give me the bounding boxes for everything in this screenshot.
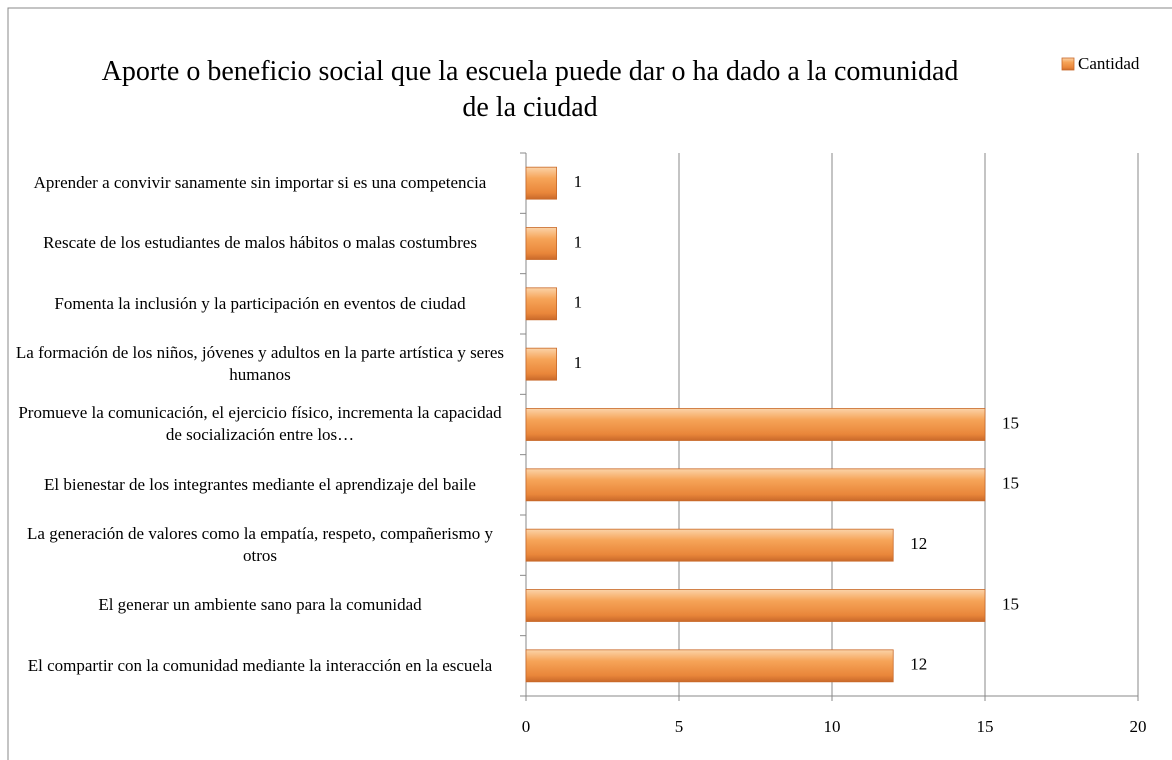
x-tick-label: 20 bbox=[1130, 717, 1147, 736]
value-label: 12 bbox=[910, 655, 927, 674]
value-label: 15 bbox=[1002, 474, 1019, 493]
legend-swatch bbox=[1061, 57, 1075, 71]
value-label: 1 bbox=[574, 172, 583, 191]
bar bbox=[525, 589, 986, 622]
y-tick-label: Aprender a convivir sanamente sin import… bbox=[33, 173, 487, 193]
value-label: 1 bbox=[574, 232, 583, 251]
x-tick-label: 5 bbox=[675, 717, 684, 736]
y-tick-label: Promueve la comunicación, el ejercicio f… bbox=[18, 403, 502, 445]
y-tick-label: El generar un ambiente sano para la comu… bbox=[98, 595, 422, 615]
y-tick-label: La formación de los niños, jóvenes y adu… bbox=[15, 343, 505, 385]
y-tick-label: Rescate de los estudiantes de malos hábi… bbox=[43, 233, 477, 253]
bar bbox=[525, 468, 986, 502]
y-tick-label: La generación de valores como la empatía… bbox=[27, 524, 493, 566]
chart-border bbox=[7, 7, 1172, 760]
y-tick-label: El bienestar de los integrantes mediante… bbox=[44, 474, 476, 494]
bar bbox=[525, 166, 558, 200]
value-label: 12 bbox=[910, 534, 927, 553]
y-tick-label: Fomenta la inclusión y la participación … bbox=[54, 293, 466, 313]
legend-label: Cantidad bbox=[1078, 54, 1140, 73]
bar bbox=[525, 347, 558, 381]
chart-title: Aporte o beneficio social que la escuela… bbox=[101, 56, 959, 123]
value-label: 15 bbox=[1002, 594, 1019, 613]
value-label: 15 bbox=[1002, 413, 1019, 432]
bar bbox=[525, 227, 558, 260]
x-tick-label: 0 bbox=[522, 717, 531, 736]
bar bbox=[525, 528, 894, 562]
y-tick-label: El compartir con la comunidad mediante l… bbox=[27, 655, 493, 675]
bar bbox=[525, 287, 558, 321]
bar bbox=[525, 408, 986, 441]
bar bbox=[525, 649, 894, 683]
x-tick-label: 15 bbox=[977, 717, 994, 736]
value-label: 1 bbox=[574, 353, 583, 372]
x-tick-label: 10 bbox=[824, 717, 841, 736]
value-label: 1 bbox=[574, 293, 583, 312]
